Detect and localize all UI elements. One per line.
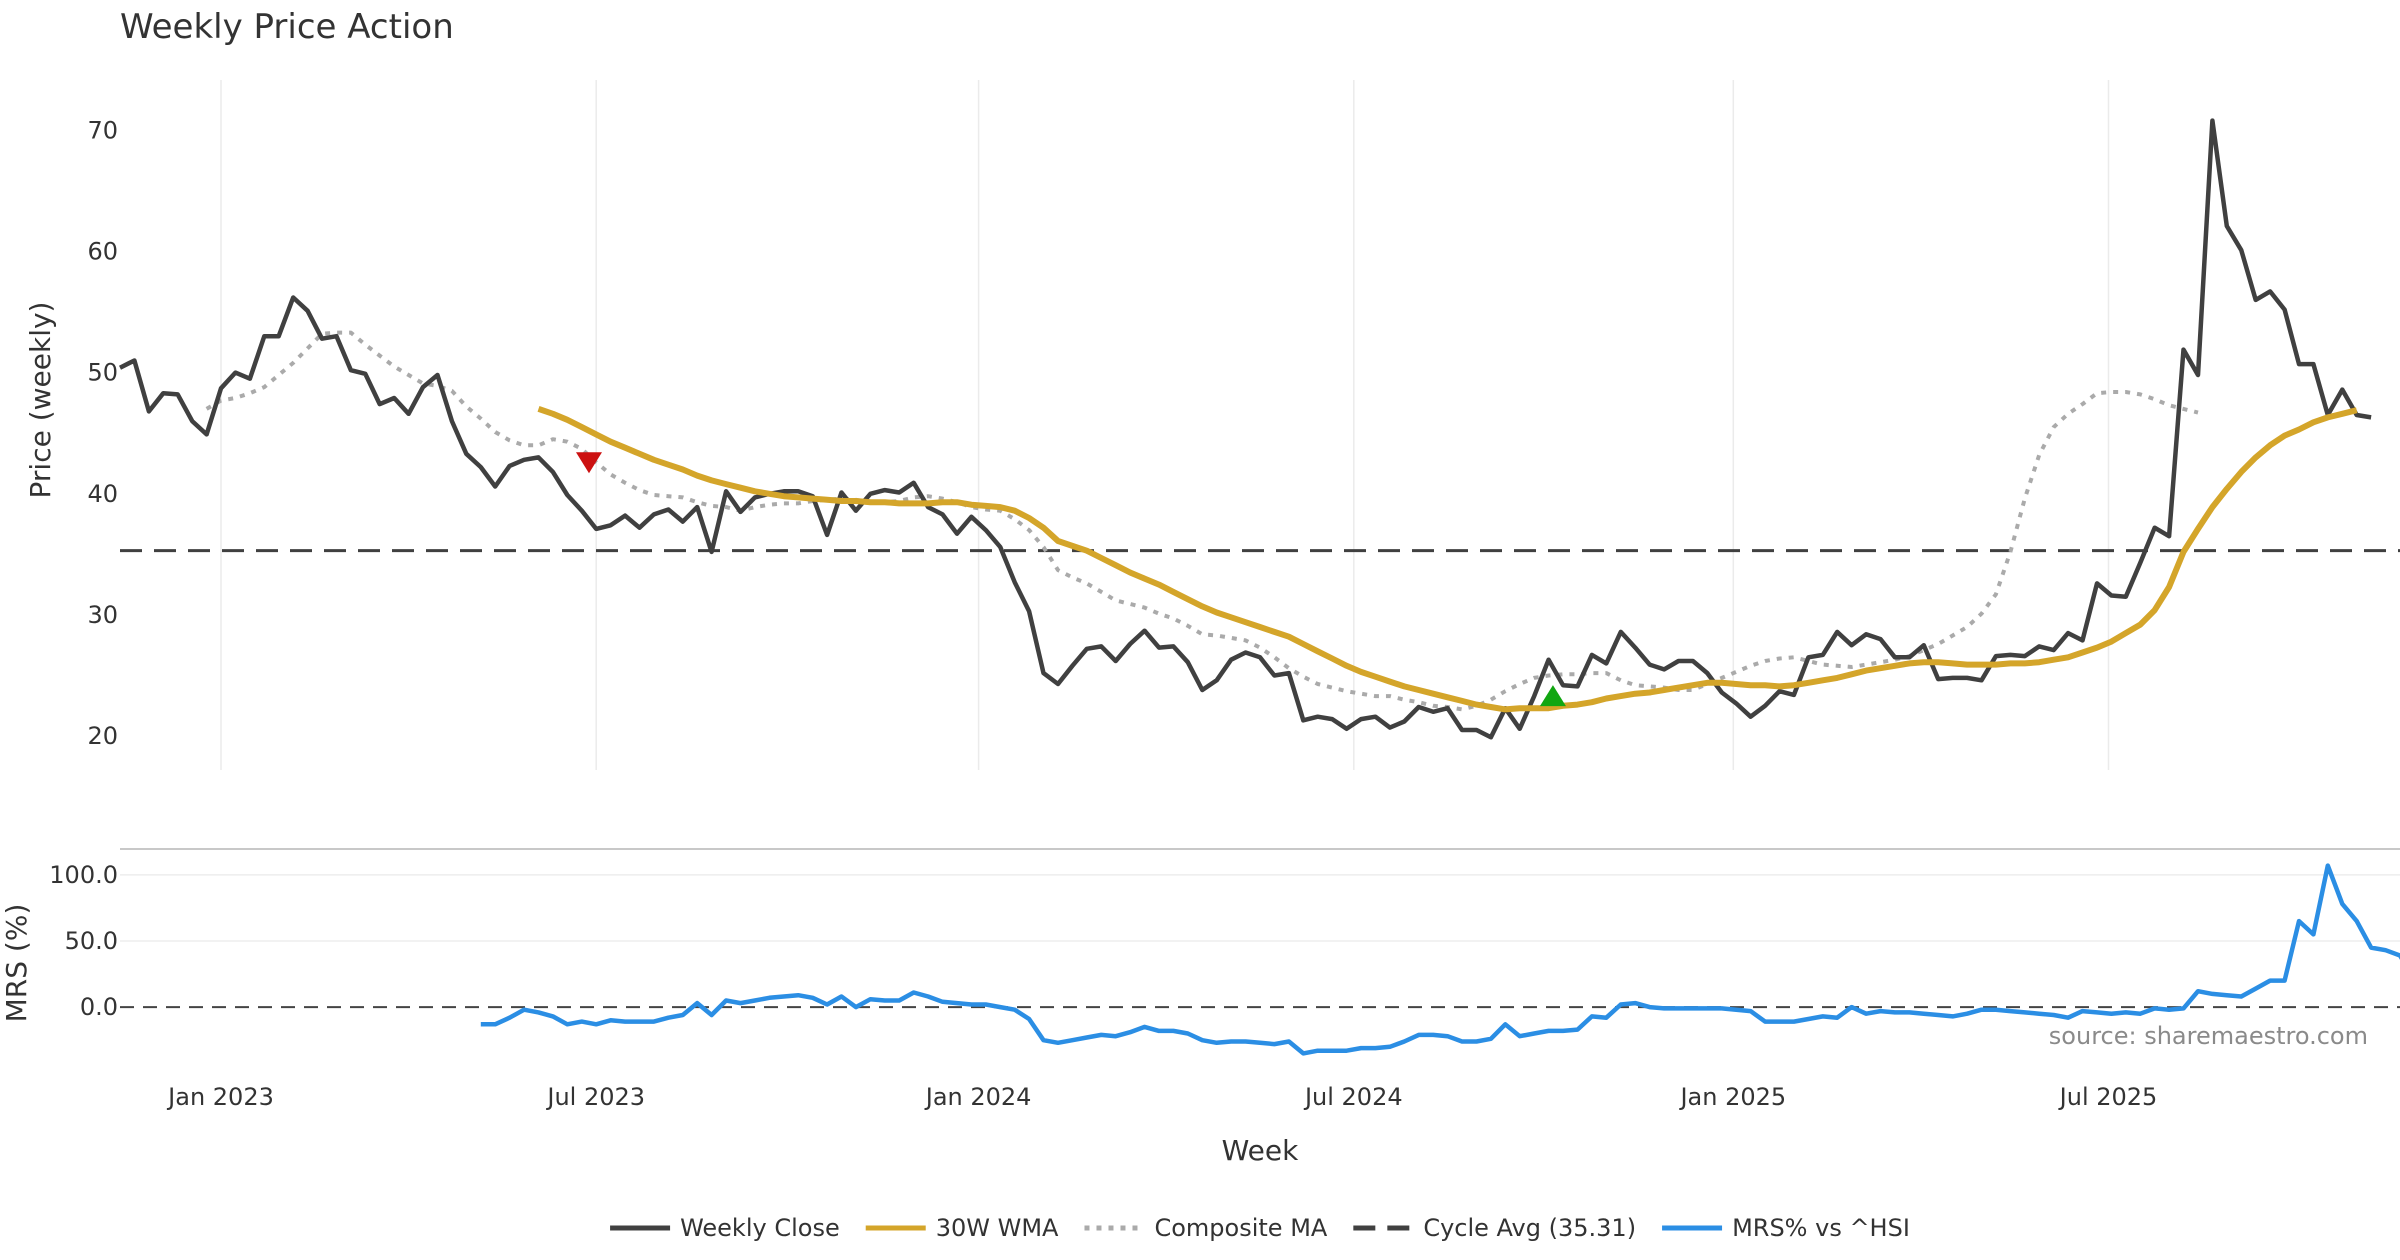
buy-signal-marker <box>1539 685 1566 707</box>
price-y-ticks: 20 30 40 50 60 70 <box>87 116 118 750</box>
x-tick-jan-2025: Jan 2025 <box>1678 1083 1786 1111</box>
price-y-tick-20: 20 <box>87 722 118 750</box>
legend-item-mrs-vs-hsi: MRS% vs ^HSI <box>1662 1214 1910 1242</box>
x-tick-jan-2023: Jan 2023 <box>166 1083 274 1111</box>
legend-label-mrs-vs-hsi: MRS% vs ^HSI <box>1732 1214 1910 1242</box>
price-y-tick-30: 30 <box>87 601 118 629</box>
price-panel: 20 30 40 50 60 70 Price (weekly) <box>24 80 2400 770</box>
x-tick-jul-2025: Jul 2025 <box>2058 1083 2158 1111</box>
legend-item-cycle-avg-35-31: Cycle Avg (35.31) <box>1353 1214 1636 1242</box>
mrs-y-axis-label: MRS (%) <box>0 904 33 1023</box>
series-mrs-vs-hsi <box>480 863 2400 1056</box>
mrs-series <box>480 863 2400 1056</box>
mrs-panel: 0.0 50.0 100.0 MRS (%) source: sharemaestr… <box>0 861 2400 1056</box>
price-grid <box>220 80 2110 770</box>
mrs-y-ticks: 0.0 50.0 100.0 <box>49 861 118 1021</box>
legend-item-30w-wma: 30W WMA <box>865 1214 1059 1242</box>
mrs-grid <box>120 874 2400 1009</box>
x-tick-jan-2024: Jan 2024 <box>924 1083 1032 1111</box>
legend-label-weekly-close: Weekly Close <box>680 1214 840 1242</box>
mrs-y-tick-50-0: 50.0 <box>65 927 118 955</box>
x-axis-label: Week <box>1222 1134 1299 1167</box>
sell-signal-marker <box>575 452 602 474</box>
series-30w-wma <box>537 406 2358 713</box>
legend-label-cycle-avg-35-31: Cycle Avg (35.31) <box>1423 1214 1636 1242</box>
price-y-tick-40: 40 <box>87 480 118 508</box>
legend: Weekly Close 30W WMA Composite MA Cycle Avg… <box>610 1214 1910 1242</box>
legend-label-30w-wma: 30W WMA <box>936 1214 1059 1242</box>
price-y-tick-50: 50 <box>87 359 118 387</box>
series-composite-ma <box>205 330 2199 712</box>
source-note: source: sharemaestro.com <box>2049 1022 2368 1050</box>
chart-title: Weekly Price Action <box>120 7 454 47</box>
series-weekly-close <box>118 118 2372 740</box>
price-y-tick-70: 70 <box>87 116 118 144</box>
price-y-tick-60: 60 <box>87 237 118 265</box>
legend-label-composite-ma: Composite MA <box>1154 1214 1327 1242</box>
price-y-axis-label: Price (weekly) <box>24 302 57 499</box>
mrs-y-tick-0-0: 0.0 <box>80 993 118 1021</box>
x-tick-jul-2023: Jul 2023 <box>545 1083 645 1111</box>
x-ticks: Jan 2023 Jul 2023 Jan 2024 Jul 2024 Jan 2025… <box>166 1083 2157 1111</box>
signal-markers <box>575 452 1566 707</box>
x-tick-jul-2024: Jul 2024 <box>1303 1083 1403 1111</box>
legend-item-weekly-close: Weekly Close <box>610 1214 840 1242</box>
mrs-y-tick-100-0: 100.0 <box>49 861 118 889</box>
legend-item-composite-ma: Composite MA <box>1084 1214 1328 1242</box>
price-series <box>118 118 2400 740</box>
